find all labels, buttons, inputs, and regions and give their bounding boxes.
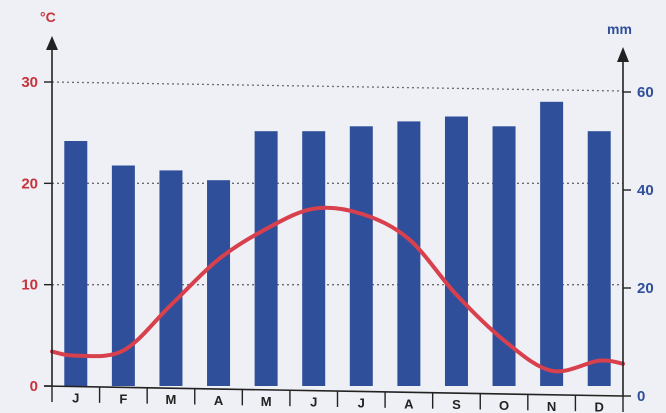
left-tick-label: 10 — [21, 277, 38, 294]
right-tick-label: 40 — [637, 182, 654, 199]
x-tick-label: F — [119, 391, 127, 406]
precipitation-bar — [111, 165, 135, 386]
left-tick-label: 30 — [21, 74, 38, 91]
right-axis-arrow — [617, 47, 629, 62]
precipitation-bar — [492, 126, 516, 387]
gridlines — [51, 81, 624, 286]
x-tick-label: A — [404, 396, 414, 411]
precipitation-bar — [540, 101, 564, 387]
x-tick-label: J — [310, 395, 317, 410]
right-tick-label: 0 — [637, 388, 645, 405]
x-tick-label: D — [595, 400, 604, 413]
right-axis-unit-label: mm — [607, 21, 632, 37]
x-tick-label: S — [452, 397, 461, 412]
tick-labels: J F M A M J J A S O N D 0 10 20 30 0 20 40 60 — [21, 74, 653, 413]
gridline — [51, 81, 624, 92]
temperature-line — [50, 205, 625, 374]
precipitation-bar — [397, 121, 421, 387]
left-tick-label: 0 — [30, 378, 38, 395]
left-axis-arrow — [46, 36, 58, 50]
precipitation-bar — [302, 131, 326, 386]
x-tick-label: M — [261, 394, 272, 409]
x-axis-line — [43, 385, 624, 397]
x-tick-label: J — [358, 395, 365, 410]
right-tick-label: 60 — [637, 84, 654, 101]
x-tick-label: J — [72, 390, 79, 405]
precipitation-bar — [444, 116, 468, 386]
precipitation-bar — [64, 141, 88, 386]
precipitation-bars — [64, 101, 611, 387]
precipitation-bar — [207, 180, 231, 386]
axes — [43, 36, 629, 397]
precipitation-bar — [254, 131, 278, 386]
precipitation-bar — [587, 131, 611, 386]
left-tick-label: 20 — [21, 175, 38, 192]
x-tick-label: N — [547, 399, 556, 413]
x-tick-label: O — [499, 398, 509, 413]
precipitation-bar — [159, 170, 183, 386]
x-tick-label: M — [166, 392, 177, 407]
right-tick-label: 20 — [637, 280, 654, 297]
x-tick-label: A — [214, 393, 224, 408]
left-axis-unit-label: °C — [40, 9, 56, 25]
precipitation-bar — [349, 126, 373, 387]
